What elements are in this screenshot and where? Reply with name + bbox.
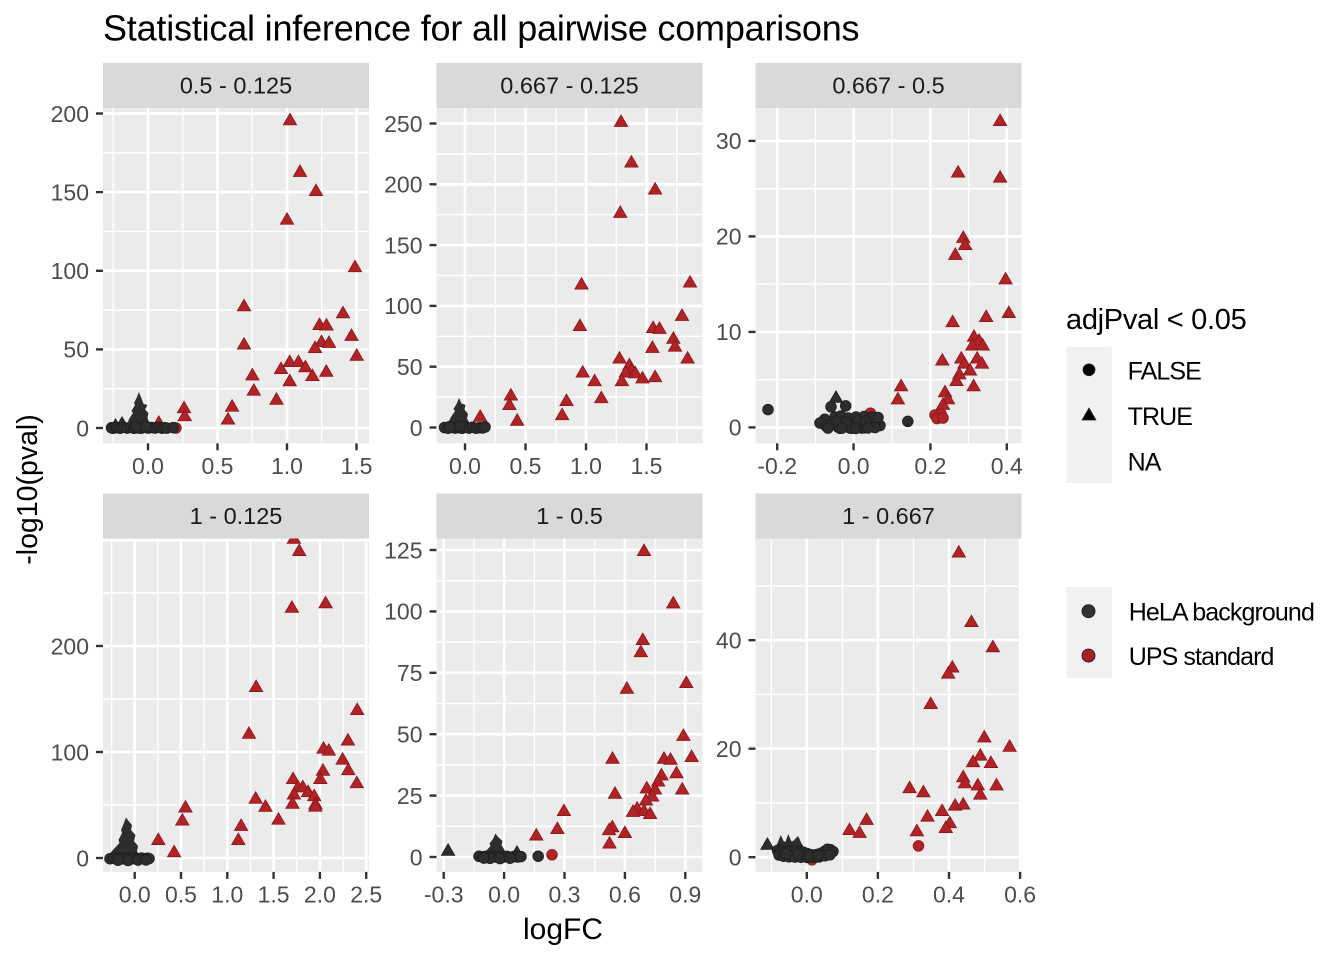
svg-text:adjPval < 0.05: adjPval < 0.05 [1066, 304, 1246, 336]
svg-text:40: 40 [716, 628, 742, 654]
svg-text:125: 125 [384, 537, 422, 563]
svg-text:0: 0 [76, 415, 89, 441]
svg-text:NA: NA [1128, 449, 1162, 477]
svg-text:0.2: 0.2 [862, 882, 894, 908]
svg-text:0.0: 0.0 [449, 453, 481, 479]
svg-text:150: 150 [51, 179, 89, 205]
svg-text:0.3: 0.3 [549, 882, 581, 908]
svg-text:100: 100 [51, 739, 89, 765]
svg-text:1.5: 1.5 [258, 882, 290, 908]
svg-text:1 - 0.125: 1 - 0.125 [190, 503, 283, 529]
svg-text:50: 50 [397, 354, 423, 380]
svg-text:0.6: 0.6 [609, 882, 641, 908]
svg-text:1 - 0.667: 1 - 0.667 [842, 503, 935, 529]
svg-text:200: 200 [51, 633, 89, 659]
svg-text:0.0: 0.0 [838, 453, 870, 479]
svg-text:0.667 - 0.125: 0.667 - 0.125 [500, 73, 639, 99]
svg-text:1.5: 1.5 [631, 453, 663, 479]
svg-text:2.0: 2.0 [304, 882, 336, 908]
svg-text:1.5: 1.5 [341, 453, 373, 479]
svg-text:0.6: 0.6 [1004, 882, 1036, 908]
svg-text:1.0: 1.0 [271, 453, 303, 479]
svg-text:0.667 - 0.5: 0.667 - 0.5 [832, 73, 944, 99]
svg-text:0.0: 0.0 [791, 882, 823, 908]
svg-text:TRUE: TRUE [1128, 403, 1193, 431]
svg-text:25: 25 [397, 783, 423, 809]
svg-text:1 - 0.5: 1 - 0.5 [536, 503, 603, 529]
svg-text:UPS standard: UPS standard [1129, 643, 1274, 671]
svg-text:200: 200 [51, 101, 89, 127]
svg-text:0.5: 0.5 [510, 453, 542, 479]
svg-text:10: 10 [716, 319, 742, 345]
svg-text:logFC: logFC [523, 913, 603, 946]
svg-text:30: 30 [716, 128, 742, 154]
svg-text:50: 50 [397, 722, 423, 748]
svg-text:150: 150 [384, 232, 422, 258]
svg-text:20: 20 [716, 224, 742, 250]
svg-text:0.0: 0.0 [132, 453, 164, 479]
svg-text:250: 250 [384, 111, 422, 137]
svg-text:0: 0 [410, 415, 423, 441]
svg-text:75: 75 [397, 660, 423, 686]
svg-text:0.5 - 0.125: 0.5 - 0.125 [180, 73, 292, 99]
svg-text:20: 20 [716, 736, 742, 762]
svg-text:100: 100 [384, 293, 422, 319]
svg-text:Statistical inference for all: Statistical inference for all pairwise c… [103, 8, 859, 49]
svg-text:2.5: 2.5 [350, 882, 382, 908]
svg-text:0: 0 [729, 415, 742, 441]
svg-text:0: 0 [410, 844, 423, 870]
svg-text:0: 0 [76, 845, 89, 871]
svg-text:0.5: 0.5 [165, 882, 197, 908]
svg-text:50: 50 [63, 337, 89, 363]
svg-text:FALSE: FALSE [1128, 358, 1202, 386]
svg-text:-0.2: -0.2 [757, 453, 797, 479]
svg-text:0.9: 0.9 [669, 882, 701, 908]
svg-text:1.0: 1.0 [570, 453, 602, 479]
svg-text:200: 200 [384, 172, 422, 198]
svg-text:0.4: 0.4 [933, 882, 965, 908]
svg-text:100: 100 [384, 599, 422, 625]
svg-text:0.0: 0.0 [119, 882, 151, 908]
svg-text:0: 0 [729, 845, 742, 871]
svg-text:0.2: 0.2 [914, 453, 946, 479]
svg-text:0.5: 0.5 [202, 453, 234, 479]
svg-text:-log10(pval): -log10(pval) [12, 414, 44, 565]
svg-text:0.0: 0.0 [488, 882, 520, 908]
svg-text:-0.3: -0.3 [424, 882, 464, 908]
svg-text:1.0: 1.0 [211, 882, 243, 908]
svg-text:100: 100 [51, 258, 89, 284]
svg-text:0.4: 0.4 [991, 453, 1023, 479]
svg-text:HeLA background: HeLA background [1129, 599, 1314, 627]
